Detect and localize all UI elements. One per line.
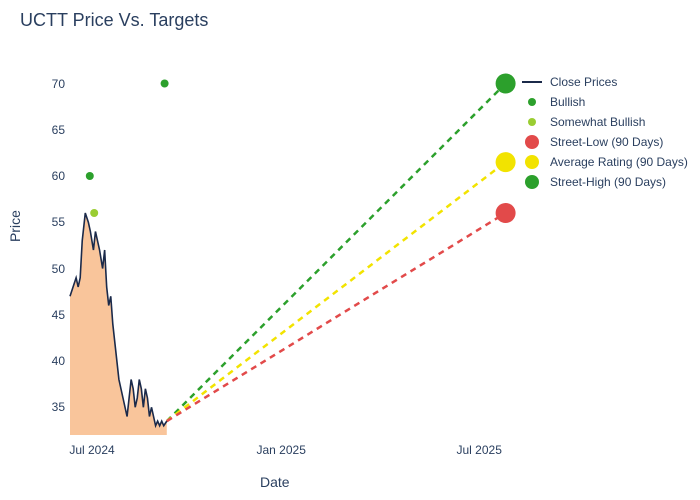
y-axis-label: Price (7, 210, 23, 242)
average-rating-projection-line (167, 162, 506, 421)
y-tick-label: 35 (35, 400, 65, 414)
legend-item[interactable]: Street-Low (90 Days) (520, 135, 688, 149)
legend-label: Street-High (90 Days) (550, 175, 666, 189)
y-tick-label: 40 (35, 354, 65, 368)
legend-item[interactable]: Somewhat Bullish (520, 115, 688, 129)
legend-label: Close Prices (550, 75, 617, 89)
street-high-target-marker (496, 74, 516, 94)
legend-bigdot-icon (525, 155, 539, 169)
legend-line-icon (522, 81, 542, 83)
y-tick-label: 65 (35, 123, 65, 137)
y-tick-label: 70 (35, 77, 65, 91)
x-tick-label: Jul 2025 (449, 443, 509, 457)
x-tick-label: Jul 2024 (62, 443, 122, 457)
y-tick-label: 50 (35, 262, 65, 276)
x-tick-label: Jan 2025 (251, 443, 311, 457)
legend-bigdot-icon (525, 135, 539, 149)
y-tick-label: 60 (35, 169, 65, 183)
chart-title: UCTT Price Vs. Targets (20, 10, 208, 31)
y-tick-label: 45 (35, 308, 65, 322)
bullish-marker (161, 80, 169, 88)
chart-svg (70, 65, 510, 435)
chart-container: UCTT Price Vs. Targets Price Date 35 40 45… (0, 0, 700, 500)
legend: Close Prices Bullish Somewhat Bullish Stree… (520, 75, 688, 195)
y-tick-label: 55 (35, 215, 65, 229)
street-low-projection-line (167, 213, 506, 421)
x-axis-label: Date (260, 474, 290, 490)
legend-item[interactable]: Average Rating (90 Days) (520, 155, 688, 169)
legend-label: Street-Low (90 Days) (550, 135, 663, 149)
street-high-projection-line (167, 84, 506, 422)
street-low-target-marker (496, 203, 516, 223)
legend-dot-icon (528, 98, 536, 106)
average-rating-target-marker (496, 152, 516, 172)
legend-dot-icon (528, 118, 536, 126)
legend-label: Average Rating (90 Days) (550, 155, 688, 169)
price-area-fill (70, 213, 167, 435)
legend-label: Somewhat Bullish (550, 115, 645, 129)
legend-item[interactable]: Street-High (90 Days) (520, 175, 688, 189)
legend-bigdot-icon (525, 175, 539, 189)
somewhat-bullish-marker (90, 209, 98, 217)
legend-item[interactable]: Bullish (520, 95, 688, 109)
legend-item[interactable]: Close Prices (520, 75, 688, 89)
legend-label: Bullish (550, 95, 585, 109)
bullish-marker (86, 172, 94, 180)
plot-area (70, 65, 510, 435)
